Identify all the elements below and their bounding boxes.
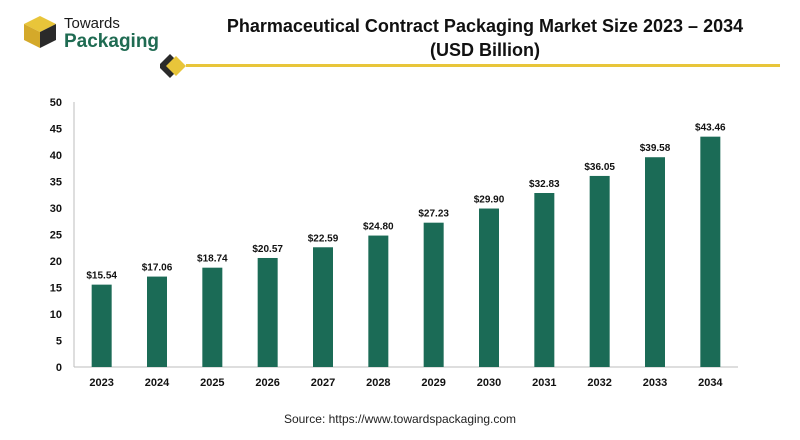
y-tick-label: 45 xyxy=(50,124,62,136)
bar-value-label: $39.58 xyxy=(640,143,671,154)
x-tick-label: 2026 xyxy=(255,377,279,389)
y-tick-label: 25 xyxy=(50,230,62,242)
source-note: Source: https://www.towardspackaging.com xyxy=(283,412,517,426)
x-tick-label: 2033 xyxy=(643,377,667,389)
bar xyxy=(589,175,610,367)
bar xyxy=(645,157,665,367)
bar-chart: 05101520253035404550$15.542023$17.062024… xyxy=(50,97,738,389)
x-tick-label: 2034 xyxy=(698,377,723,389)
y-tick-label: 0 xyxy=(56,362,62,374)
x-tick-label: 2027 xyxy=(311,377,335,389)
title-divider-line xyxy=(186,64,780,67)
bar-value-label: $18.74 xyxy=(197,254,228,265)
bar-value-label: $29.90 xyxy=(474,195,505,206)
y-tick-label: 30 xyxy=(50,203,62,215)
bar-value-label: $15.54 xyxy=(86,271,117,282)
y-tick-label: 50 xyxy=(50,97,62,109)
y-tick-label: 15 xyxy=(50,283,62,295)
bar xyxy=(423,222,444,367)
bar-value-label: $36.05 xyxy=(584,162,615,173)
brand-name-line2: Packaging xyxy=(64,31,160,52)
x-tick-label: 2025 xyxy=(200,377,224,389)
chart-title: Pharmaceutical Contract Packaging Market… xyxy=(190,14,780,62)
diamond-divider-icon xyxy=(160,54,186,78)
x-tick-label: 2030 xyxy=(477,377,501,389)
bar xyxy=(147,276,167,367)
bar xyxy=(700,136,721,367)
brand-name-line1: Towards xyxy=(64,15,120,32)
y-tick-label: 20 xyxy=(50,256,62,268)
x-tick-label: 2028 xyxy=(366,377,390,389)
x-tick-label: 2029 xyxy=(421,377,445,389)
x-tick-label: 2032 xyxy=(587,377,611,389)
x-tick-label: 2023 xyxy=(89,377,113,389)
x-tick-label: 2031 xyxy=(532,377,556,389)
bar xyxy=(479,208,499,367)
bar-value-label: $27.23 xyxy=(418,209,449,220)
bar-value-label: $17.06 xyxy=(142,263,173,274)
bar-value-label: $43.46 xyxy=(695,123,726,134)
chart-title-line1: Pharmaceutical Contract Packaging Market… xyxy=(226,16,744,36)
bar-value-label: $24.80 xyxy=(363,222,394,233)
bar xyxy=(202,267,223,367)
y-tick-label: 5 xyxy=(56,336,62,348)
y-tick-label: 40 xyxy=(50,150,62,162)
bar xyxy=(368,235,389,367)
y-tick-label: 10 xyxy=(50,309,62,321)
bar xyxy=(257,257,278,367)
bar-value-label: $22.59 xyxy=(308,233,339,244)
bar-value-label: $20.57 xyxy=(252,244,283,255)
y-tick-label: 35 xyxy=(50,177,62,189)
bar xyxy=(534,193,555,367)
brand-logo: Towards Packaging xyxy=(22,14,182,54)
bar xyxy=(313,247,333,367)
bar xyxy=(91,284,112,367)
bar-value-label: $32.83 xyxy=(529,179,560,190)
chart-title-line2: (USD Billion) xyxy=(430,40,540,60)
box-logo-icon xyxy=(24,16,56,48)
x-tick-label: 2024 xyxy=(145,377,170,389)
